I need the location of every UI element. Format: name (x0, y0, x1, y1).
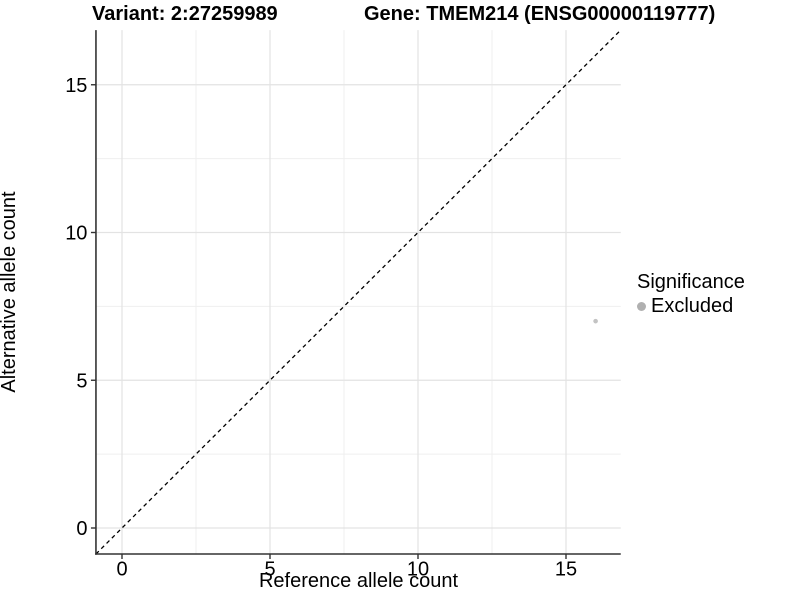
gene-title: Gene: TMEM214 (ENSG00000119777) (364, 3, 716, 25)
y-tick-label: 0 (76, 518, 87, 540)
y-axis-label: Alternative allele count (0, 191, 20, 393)
y-tick-label: 15 (65, 75, 87, 97)
legend-entry: Excluded (637, 295, 745, 318)
y-tick-label: 5 (76, 370, 87, 392)
legend-point-icon (637, 302, 646, 311)
variant-title: Variant: 2:27259989 (92, 3, 278, 25)
x-tick-label: 0 (116, 559, 127, 581)
x-axis-label: Reference allele count (258, 570, 458, 592)
legend-entry-label: Excluded (651, 295, 734, 317)
x-tick-label: 15 (555, 559, 577, 581)
legend: Significance Excluded (637, 271, 745, 318)
x-tick-label: 10 (407, 559, 429, 581)
x-tick-label: 5 (264, 559, 275, 581)
legend-title: Significance (637, 271, 745, 293)
y-tick-label: 10 (65, 223, 87, 245)
identity-line (95, 29, 622, 555)
data-point (593, 318, 598, 324)
